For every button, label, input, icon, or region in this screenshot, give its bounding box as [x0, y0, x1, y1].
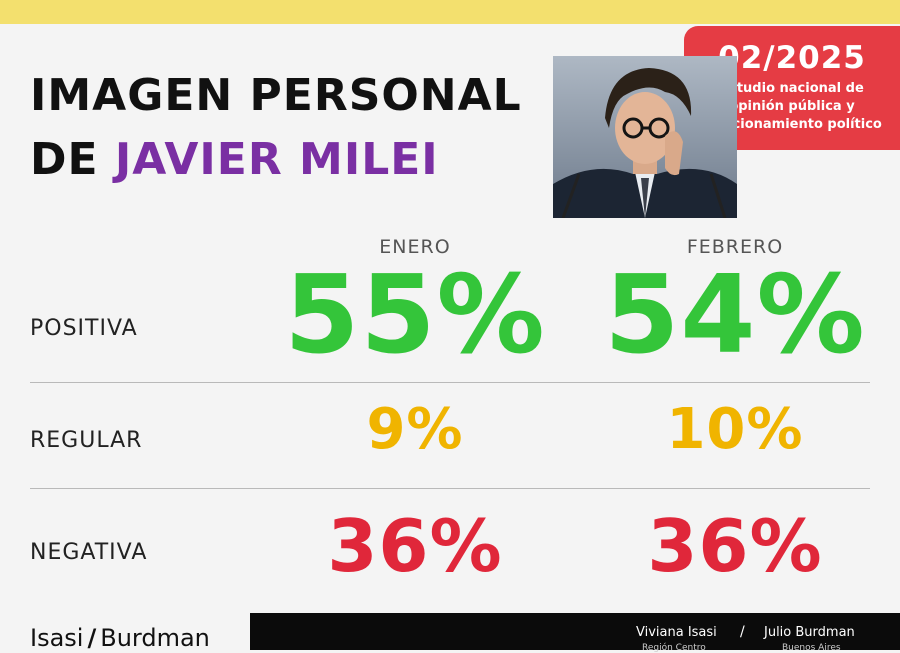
row-label-negativa: NEGATIVA	[30, 540, 148, 565]
value-regular-febrero: 10%	[666, 397, 804, 462]
badge-subtitle-line2: opinión pública y	[729, 99, 855, 114]
title-name: JAVIER MILEI	[114, 134, 439, 185]
badge-subtitle-line1: Estudio nacional de	[720, 81, 864, 96]
brand-right: Burdman	[100, 624, 210, 652]
value-positiva-enero: 55%	[284, 253, 546, 378]
footer-person1-region: Región Centro	[642, 643, 706, 653]
value-positiva-febrero: 54%	[604, 253, 866, 378]
page-title-line1: IMAGEN PERSONAL	[30, 70, 522, 121]
portrait-photo	[553, 56, 737, 218]
brand-left: Isasi	[30, 624, 84, 652]
footer-brand: Isasi / Burdman	[30, 624, 210, 652]
value-regular-enero: 9%	[366, 397, 464, 462]
divider-2	[30, 488, 870, 489]
footer-person2-region: Buenos Aires	[782, 643, 841, 653]
row-label-regular: REGULAR	[30, 428, 143, 453]
value-negativa-enero: 36%	[327, 504, 503, 588]
page-title-line2: DE JAVIER MILEI	[30, 134, 439, 185]
badge-date: 02/2025	[718, 40, 866, 76]
badge-subtitle-line3: posicionamiento político	[702, 117, 882, 132]
top-accent-bar	[0, 0, 900, 24]
divider-1	[30, 382, 870, 383]
brand-slash: /	[87, 624, 97, 652]
value-negativa-febrero: 36%	[647, 504, 823, 588]
column-header-febrero: FEBRERO	[686, 236, 784, 258]
column-header-enero: ENERO	[379, 236, 451, 258]
footer-person1-name: Viviana Isasi	[636, 625, 717, 640]
row-label-positiva: POSITIVA	[30, 316, 138, 341]
title-prefix: DE	[30, 134, 99, 185]
footer-separator: /	[740, 624, 745, 640]
badge-subtitle: Estudio nacional de opinión pública y po…	[694, 80, 890, 134]
footer-bar: Viviana Isasi Región Centro / Julio Burd…	[250, 613, 900, 653]
footer-person2-name: Julio Burdman	[764, 625, 855, 640]
